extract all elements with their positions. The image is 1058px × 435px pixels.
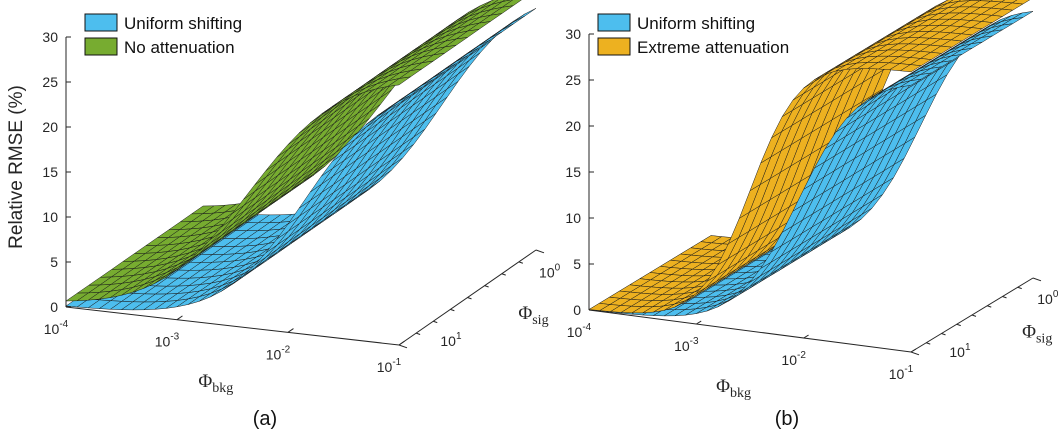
surface-mesh (65, 0, 537, 311)
surface-patch-series-1 (900, 78, 922, 88)
y-tick-mark (910, 351, 920, 356)
z-tick-label: 10 (42, 209, 58, 225)
z-tick-label: 0 (573, 302, 581, 318)
z-tick-label: 5 (573, 256, 581, 272)
y-tick-mark (467, 297, 472, 300)
z-tick-label: 30 (42, 29, 58, 45)
x-tick-mark (176, 315, 183, 321)
x-axis-title: Φbkg (716, 376, 751, 401)
x-tick-label: 10-4 (567, 322, 592, 340)
legend-label: No attenuation (124, 38, 235, 57)
y-tick-label: 101 (949, 342, 971, 360)
x-tick-label: 10-1 (377, 357, 402, 375)
panel-a: 0 5 10 15 20 25 30 10-4 10-3 10-2 10-1 101 100 Relati… (6, 0, 561, 430)
legend-swatch (597, 37, 631, 56)
surface-mesh (588, 0, 1034, 317)
legend: Uniform shifting No attenuation (83, 7, 288, 62)
y-tick-mark (450, 308, 455, 312)
y-tick-mark (956, 323, 961, 327)
z-tick-label: 10 (565, 210, 581, 226)
surface-patch-series-2 (387, 76, 411, 87)
x-tick-label: 10-3 (674, 336, 699, 354)
legend-label: Uniform shifting (124, 14, 242, 33)
y-tick-mark (484, 285, 489, 288)
x-axis-title: Φbkg (198, 371, 233, 396)
x-tick-label: 10-1 (889, 364, 914, 382)
legend-swatch (84, 37, 118, 56)
z-tick-label: 15 (42, 164, 58, 180)
panel-caption: (b) (775, 408, 799, 430)
legend-swatch (84, 13, 118, 32)
surface-patch-series-1 (479, 31, 502, 46)
y-tick-mark (1002, 296, 1007, 299)
y-tick-mark (941, 333, 946, 336)
z-tick-label: 0 (50, 299, 58, 315)
surface-patch-series-2 (899, 64, 922, 73)
y-tick-mark (433, 320, 438, 324)
y-tick-mark (501, 273, 506, 276)
z-tick-label: 20 (565, 118, 581, 134)
legend: Uniform shifting Extreme attenuation (596, 7, 801, 62)
legend-label: Extreme attenuation (637, 38, 789, 57)
x-tick-mark (696, 320, 702, 325)
panel-b: 0 5 10 15 20 25 30 10-4 10-3 10-2 10-1 101 100 Φbkg Φs… (565, 0, 1058, 430)
z-tick-label: 25 (42, 74, 58, 90)
y-axis-title: Φsig (518, 303, 548, 328)
y-tick-label: 101 (440, 331, 462, 349)
y-tick-mark (1032, 277, 1042, 282)
panel-caption: (a) (253, 408, 277, 430)
y-tick-mark (535, 249, 545, 254)
y-axis-title: Φsig (1022, 321, 1052, 346)
surface-patch-series-1 (501, 15, 525, 31)
legend-swatch (597, 13, 631, 32)
z-tick-label: 30 (565, 26, 581, 42)
y-tick-mark (415, 332, 421, 335)
y-tick-mark (518, 261, 524, 264)
z-tick-label: 20 (42, 119, 58, 135)
surface-patch-series-1 (513, 8, 537, 23)
y-tick-mark (926, 342, 931, 345)
surface-patch-series-1 (490, 23, 514, 38)
y-tick-mark (971, 314, 977, 317)
surface-patch-series-1 (387, 95, 411, 110)
z-axis-title: Relative RMSE (%) (6, 85, 27, 249)
z-tick-label: 5 (50, 254, 58, 270)
legend-label: Uniform shifting (637, 14, 755, 33)
x-tick-label: 10-4 (44, 319, 69, 337)
x-tick-mark (287, 328, 294, 333)
x-axis-line (65, 306, 400, 346)
y-tick-label: 100 (539, 263, 561, 281)
x-tick-label: 10-2 (781, 350, 806, 368)
x-tick-mark (803, 334, 809, 339)
z-tick-label: 25 (565, 72, 581, 88)
z-tick-label: 15 (565, 164, 581, 180)
y-tick-mark (1017, 286, 1022, 290)
x-axis-line (588, 309, 912, 353)
y-tick-mark (987, 305, 992, 308)
y-tick-mark (398, 344, 408, 349)
x-tick-label: 10-3 (155, 332, 180, 350)
x-tick-label: 10-2 (266, 344, 291, 362)
y-tick-label: 100 (1037, 289, 1058, 307)
